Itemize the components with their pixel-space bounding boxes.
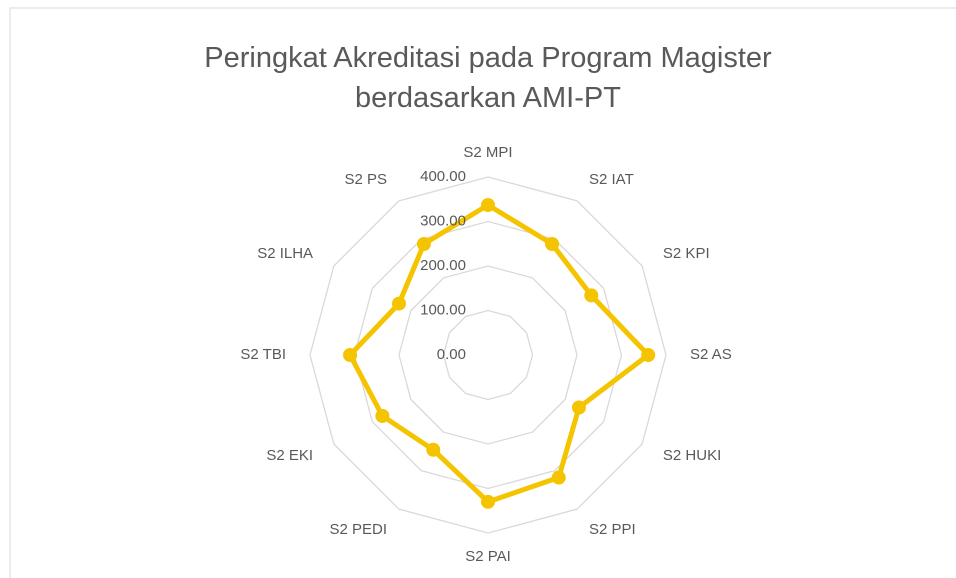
data-point	[481, 198, 495, 213]
category-label: S2 PEDI	[329, 521, 387, 538]
data-point	[416, 237, 431, 252]
grid-ring	[398, 265, 578, 445]
category-label: S2 TBI	[240, 346, 286, 363]
data-point	[641, 348, 656, 362]
grid-ring	[353, 220, 623, 490]
category-label: S2 ILHA	[257, 245, 313, 262]
data-point	[343, 348, 358, 362]
category-label: S2 KPI	[663, 245, 710, 262]
r-tick-label: 200.00	[420, 257, 466, 274]
data-point	[571, 400, 586, 415]
category-label: S2 MPI	[463, 144, 512, 161]
category-label: S2 AS	[690, 346, 732, 363]
data-point	[551, 470, 566, 485]
data-point	[375, 408, 390, 423]
series-line	[347, 202, 651, 505]
category-label: S2 PPI	[589, 521, 636, 538]
category-label: S2 EKI	[266, 447, 313, 464]
r-tick-label: 100.00	[420, 301, 466, 318]
category-label: S2 PAI	[465, 548, 511, 565]
category-label: S2 PS	[344, 171, 387, 188]
grid	[309, 176, 667, 534]
data-point	[584, 288, 599, 303]
r-tick-label: 300.00	[420, 212, 466, 229]
grid-ring	[309, 176, 667, 534]
data-point	[545, 237, 560, 252]
chart-border	[9, 7, 956, 578]
category-label: S2 HUKI	[663, 447, 721, 464]
data-point	[426, 442, 441, 457]
data-point	[481, 494, 495, 509]
grid-ring	[442, 309, 534, 401]
series	[343, 198, 656, 509]
data-point	[391, 296, 406, 311]
r-tick-label: 400.00	[420, 168, 466, 185]
r-tick-label: 0.00	[437, 346, 466, 363]
category-label: S2 IAT	[589, 171, 634, 188]
labels: 0.00 100.00 200.00 300.00 400.00 S2 MPI S2 IAT…	[240, 144, 731, 565]
chart-title: Peringkat Akreditasi pada Program Magist…	[204, 42, 772, 114]
